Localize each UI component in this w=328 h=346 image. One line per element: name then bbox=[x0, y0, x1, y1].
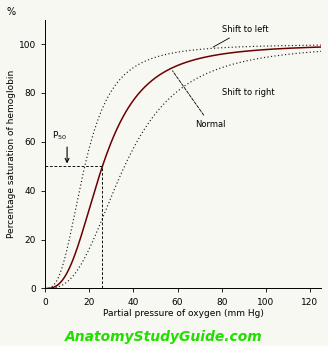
Text: P$_{50}$: P$_{50}$ bbox=[51, 129, 67, 142]
Text: Normal: Normal bbox=[173, 71, 226, 129]
Text: %: % bbox=[6, 7, 15, 17]
Text: Shift to left: Shift to left bbox=[213, 25, 268, 47]
Text: AnatomyStudyGuide.com: AnatomyStudyGuide.com bbox=[65, 330, 263, 344]
Y-axis label: Percentage saturation of hemoglobin: Percentage saturation of hemoglobin bbox=[7, 70, 16, 238]
X-axis label: Partial pressure of oxygen (mm Hg): Partial pressure of oxygen (mm Hg) bbox=[103, 309, 263, 318]
Text: Shift to right: Shift to right bbox=[222, 89, 274, 98]
